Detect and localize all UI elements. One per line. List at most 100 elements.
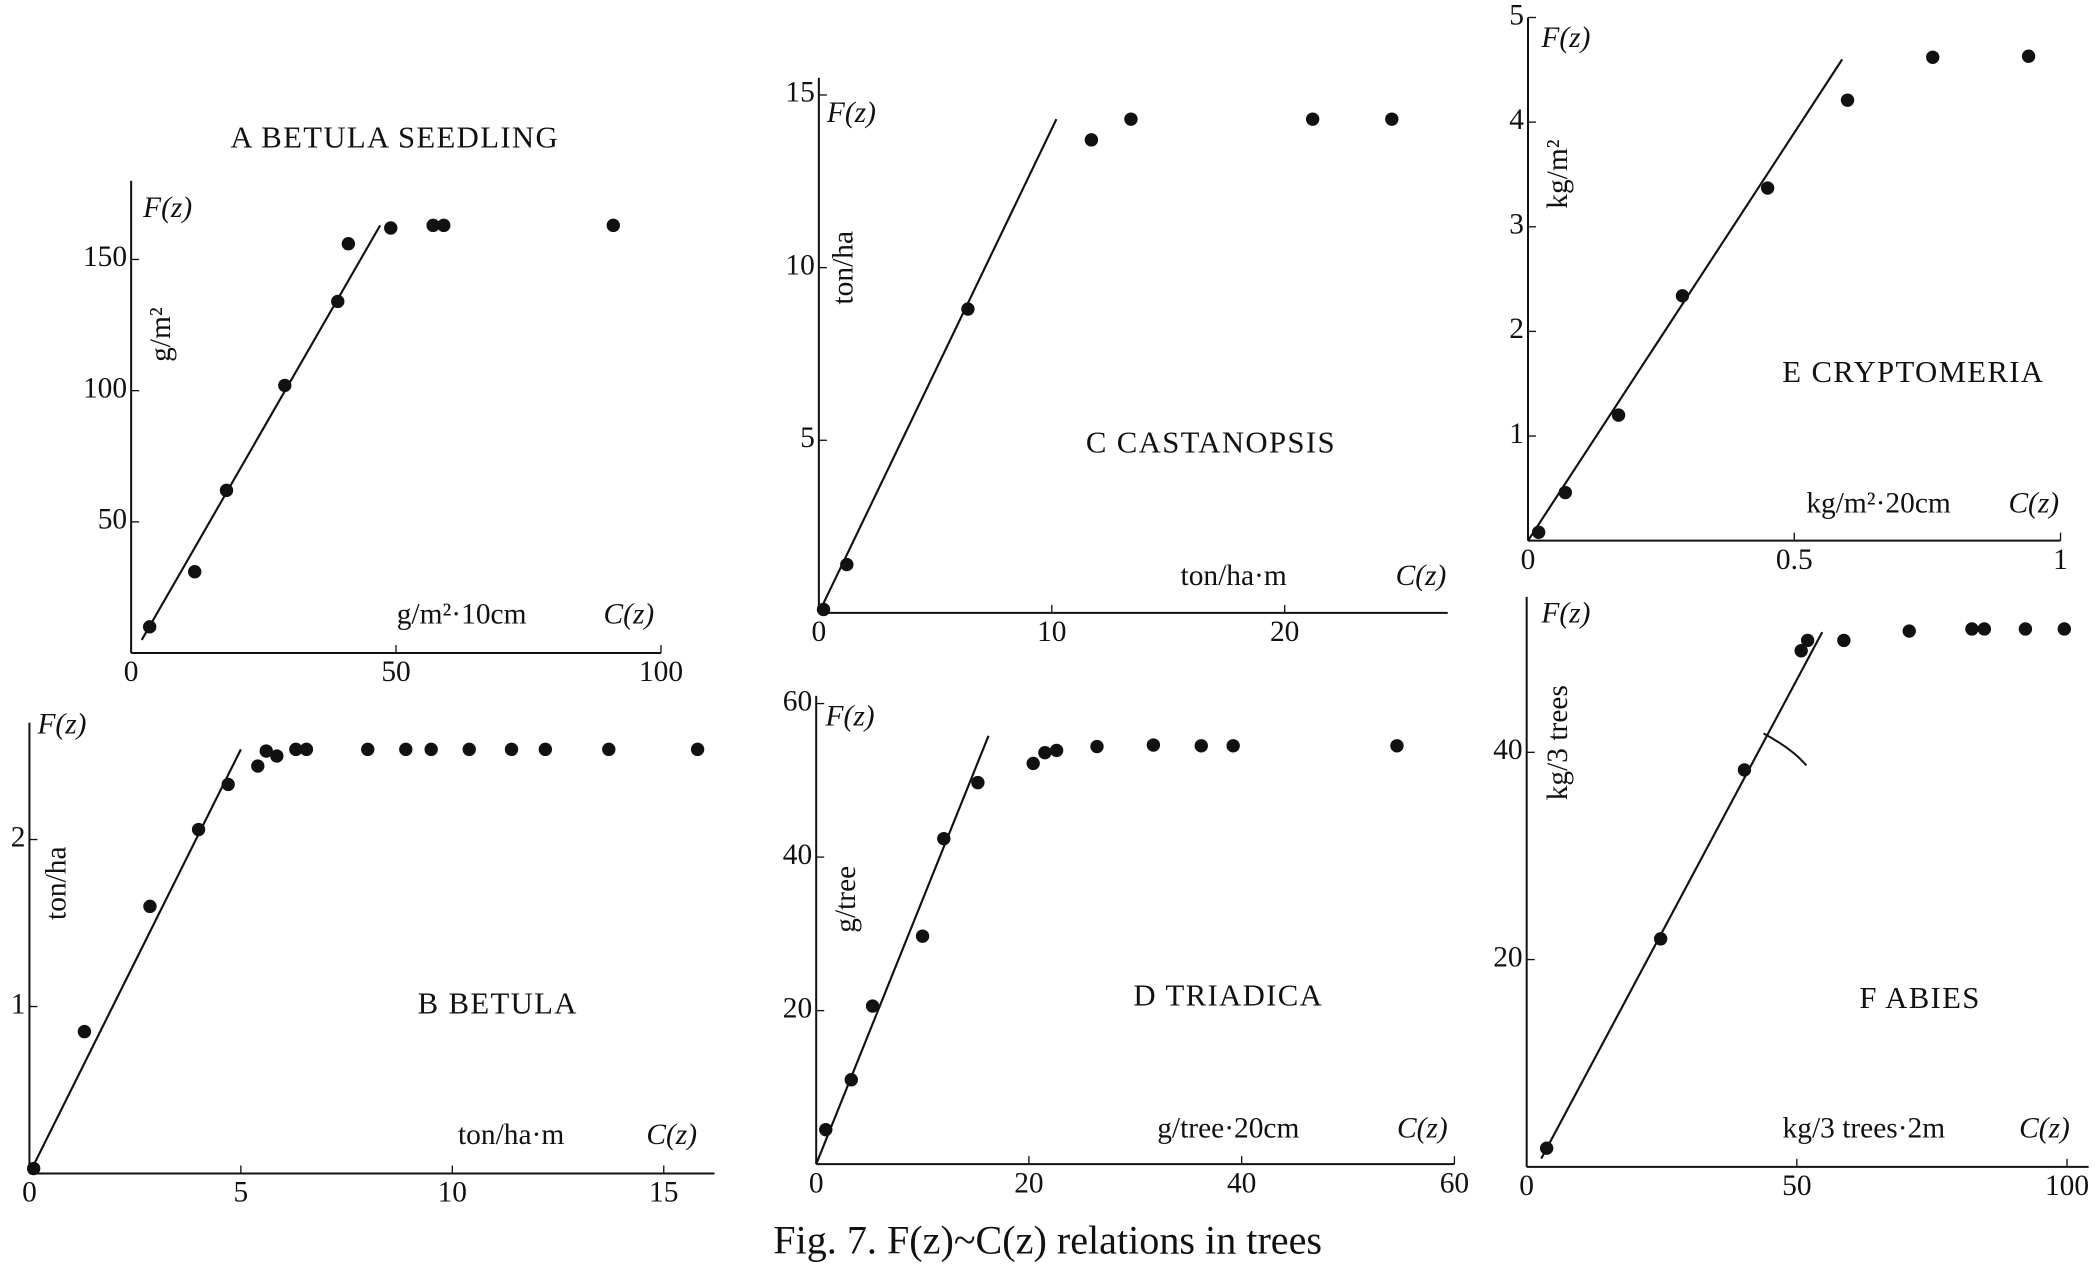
x-tick-label: 5 [234, 1177, 249, 1209]
y-tick-label: 2 [11, 821, 26, 853]
data-point [384, 221, 398, 235]
data-point [1977, 622, 1992, 636]
x-tick-label: 100 [2045, 1170, 2089, 1202]
data-point [844, 1073, 858, 1087]
y-axis-unit: ton/ha [827, 231, 859, 305]
data-point [251, 759, 265, 773]
data-point [142, 620, 157, 634]
fit-line [1540, 631, 1824, 1160]
data-point [1539, 1141, 1554, 1155]
data-point [1146, 738, 1161, 752]
y-axis-name: F(z) [826, 97, 876, 129]
data-point [2021, 49, 2036, 63]
chart-title: E CRYPTOMERIA [1782, 355, 2044, 389]
data-point [426, 218, 440, 233]
y-tick-label: 100 [83, 372, 127, 404]
data-point [1049, 743, 1064, 758]
y-axis-name: F(z) [36, 708, 86, 740]
x-tick-label: 0 [1521, 544, 1536, 576]
x-tick-label: 10 [438, 1177, 467, 1209]
data-point [399, 742, 413, 757]
y-tick-label: 60 [783, 685, 812, 717]
data-point [1675, 289, 1690, 303]
y-tick-label: 5 [800, 422, 815, 454]
data-point [504, 742, 519, 757]
data-point [361, 742, 375, 757]
x-tick-label: 20 [1270, 616, 1299, 648]
fit-line [815, 735, 990, 1165]
x-tick-label: 100 [639, 656, 683, 688]
x-axis-name: C(z) [1397, 1112, 1448, 1144]
fit-line [140, 224, 382, 641]
data-point [1531, 525, 1546, 539]
x-axis-name: C(z) [1396, 560, 1447, 592]
data-point [1194, 739, 1208, 753]
x-tick-label: 20 [1014, 1167, 1043, 1199]
data-point [1926, 50, 1940, 64]
y-axis-unit: ton/ha [41, 846, 73, 920]
data-point [331, 294, 345, 309]
data-point [1084, 133, 1099, 147]
x-tick-label: 50 [381, 656, 410, 688]
data-point [2018, 622, 2033, 636]
x-axis-unit: ton/ha·m [458, 1119, 564, 1151]
chart-title: F ABIES [1859, 981, 1980, 1015]
data-point [341, 237, 356, 251]
chart-title: C CASTANOPSIS [1086, 426, 1336, 460]
y-tick-label: 1 [11, 988, 26, 1020]
x-tick-label: 0 [809, 1167, 824, 1199]
chart-title: A BETULA SEEDLING [230, 121, 559, 155]
data-point [937, 831, 951, 846]
data-point [1611, 408, 1626, 422]
data-point [1737, 763, 1752, 777]
data-point [77, 1024, 92, 1039]
x-axis-name: C(z) [646, 1119, 697, 1151]
data-point [462, 742, 476, 757]
y-axis-unit: kg/m² [1542, 139, 1574, 208]
data-point [26, 1161, 41, 1176]
data-point [1800, 633, 1815, 648]
data-point [840, 557, 854, 572]
data-point [221, 777, 235, 792]
x-tick-label: 0.5 [1776, 544, 1813, 576]
y-tick-label: 40 [783, 839, 812, 871]
fit-line [28, 748, 242, 1175]
data-point [1760, 181, 1775, 195]
x-axis-unit: ton/ha·m [1181, 560, 1287, 592]
y-tick-label: 5 [1509, 0, 1524, 31]
data-point [1305, 112, 1320, 126]
y-axis-unit: g/m² [145, 307, 177, 362]
data-point [606, 218, 620, 233]
y-axis-name: F(z) [825, 700, 875, 732]
y-tick-label: 4 [1509, 104, 1524, 136]
data-point [424, 742, 438, 757]
x-axis-unit: kg/m²·20cm [1806, 488, 1951, 520]
y-axis-unit: g/tree [830, 866, 862, 933]
data-point [961, 302, 975, 316]
fit-line [817, 118, 1058, 614]
data-point [538, 742, 553, 757]
data-point [602, 742, 616, 757]
y-tick-label: 1 [1509, 418, 1524, 450]
y-axis-name: F(z) [1540, 22, 1590, 54]
x-tick-label: 0 [124, 656, 139, 688]
y-tick-label: 150 [83, 241, 127, 273]
y-tick-label: 20 [783, 992, 812, 1024]
x-tick-label: 10 [1037, 616, 1066, 648]
data-point [915, 929, 930, 943]
x-axis-name: C(z) [2008, 488, 2059, 520]
data-point [1124, 112, 1138, 126]
data-point [278, 378, 292, 393]
y-tick-label: 15 [785, 77, 814, 109]
x-tick-label: 40 [1227, 1167, 1256, 1199]
data-point [690, 742, 705, 757]
y-tick-label: 40 [1493, 734, 1522, 766]
data-point [289, 742, 303, 757]
data-point [2057, 622, 2072, 636]
data-point [1558, 485, 1572, 500]
x-tick-label: 60 [1440, 1167, 1469, 1199]
chart-title: D TRIADICA [1133, 978, 1323, 1012]
data-point [259, 744, 273, 758]
annotation-stroke [1763, 732, 1808, 767]
